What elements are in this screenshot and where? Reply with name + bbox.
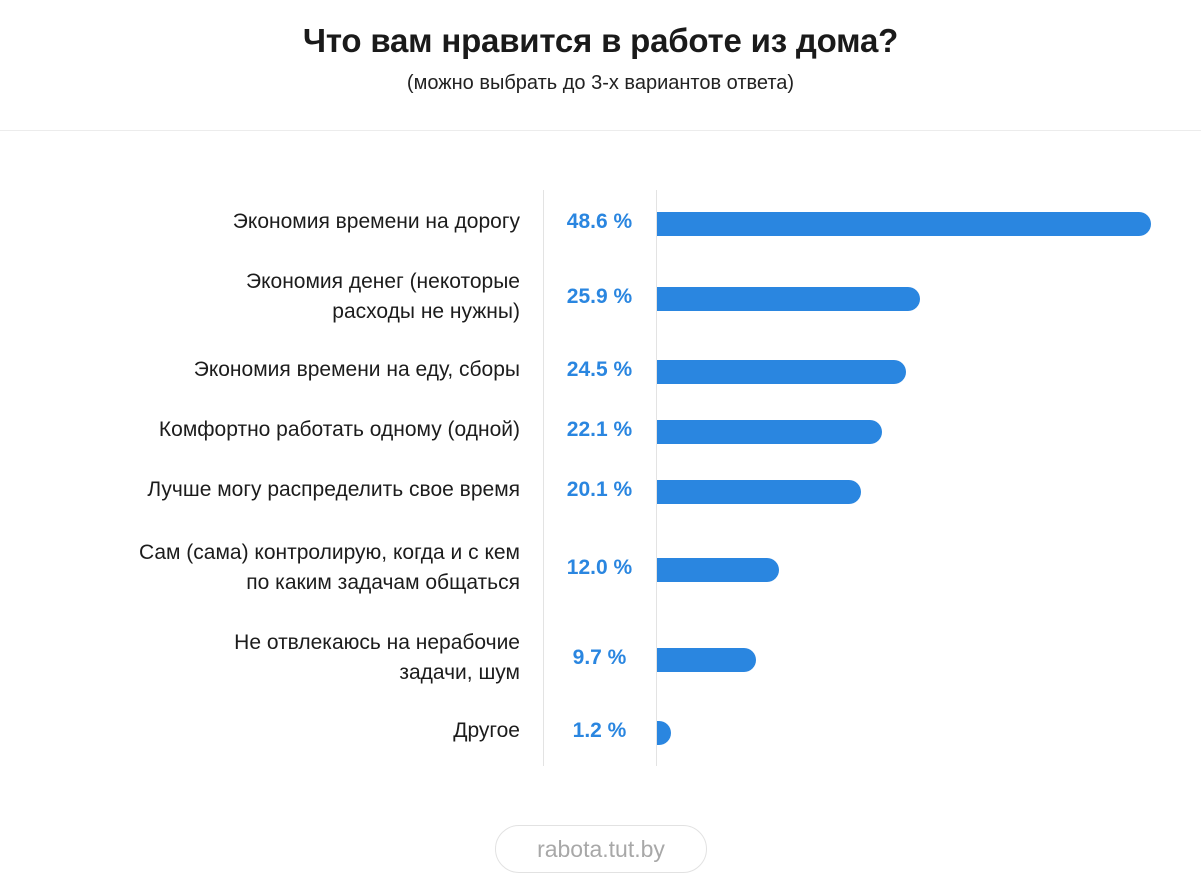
category-label-line: Не отвлекаюсь на нерабочие: [234, 631, 520, 654]
category-label-line: Экономия денег (некоторые: [246, 270, 520, 293]
category-label: Не отвлекаюсь на нерабочие задачи, шум: [40, 628, 520, 688]
value-label: 25.9 %: [566, 285, 633, 308]
bar: [657, 287, 921, 311]
category-label: Лучше могу распределить свое время: [40, 475, 520, 505]
category-label-line: по каким задачам общаться: [246, 571, 520, 594]
category-label-line: Лучше могу распределить свое время: [147, 478, 520, 501]
bar: [657, 480, 862, 504]
category-label-line: задачи, шум: [399, 661, 520, 684]
category-label: Экономия времени на дорогу: [40, 207, 520, 237]
bar: [657, 420, 882, 444]
value-column-left-rule: [543, 190, 544, 766]
value-label: 9.7 %: [572, 646, 627, 669]
value-label: 20.1 %: [566, 478, 633, 501]
value-label: 22.1 %: [566, 418, 633, 441]
value-label: 12.0 %: [566, 556, 633, 579]
bar: [657, 648, 756, 672]
value-label: 1.2 %: [572, 719, 627, 742]
category-label-line: Сам (сама) контролирую, когда и с кем: [138, 541, 520, 564]
value-label: 24.5 %: [566, 358, 633, 381]
bar: [657, 721, 671, 745]
value-label: 48.6 %: [566, 210, 633, 233]
bar: [657, 558, 779, 582]
category-label-line: Экономия времени на еду, сборы: [193, 358, 520, 381]
bar-baseline-rule: [656, 190, 657, 766]
category-label-line: Экономия времени на дорогу: [232, 210, 520, 233]
chart-subtitle: (можно выбрать до 3-х вариантов ответа): [406, 72, 795, 94]
category-label-line: расходы не нужны): [332, 300, 520, 323]
bar: [657, 360, 907, 384]
category-label-line: Комфортно работать одному (одной): [158, 418, 520, 441]
category-label: Комфортно работать одному (одной): [40, 415, 520, 445]
chart-title: Что вам нравится в работе из дома?: [302, 22, 899, 59]
category-label: Экономия времени на еду, сборы: [40, 355, 520, 385]
category-label: Другое: [40, 716, 520, 746]
bar: [657, 212, 1152, 236]
category-label-line: Другое: [453, 719, 520, 742]
source-badge[interactable]: rabota.tut.by: [495, 825, 707, 873]
category-label: Сам (сама) контролирую, когда и с кем по …: [40, 538, 520, 598]
header-divider: [0, 130, 1201, 131]
category-label: Экономия денег (некоторые расходы не нужн…: [40, 267, 520, 327]
